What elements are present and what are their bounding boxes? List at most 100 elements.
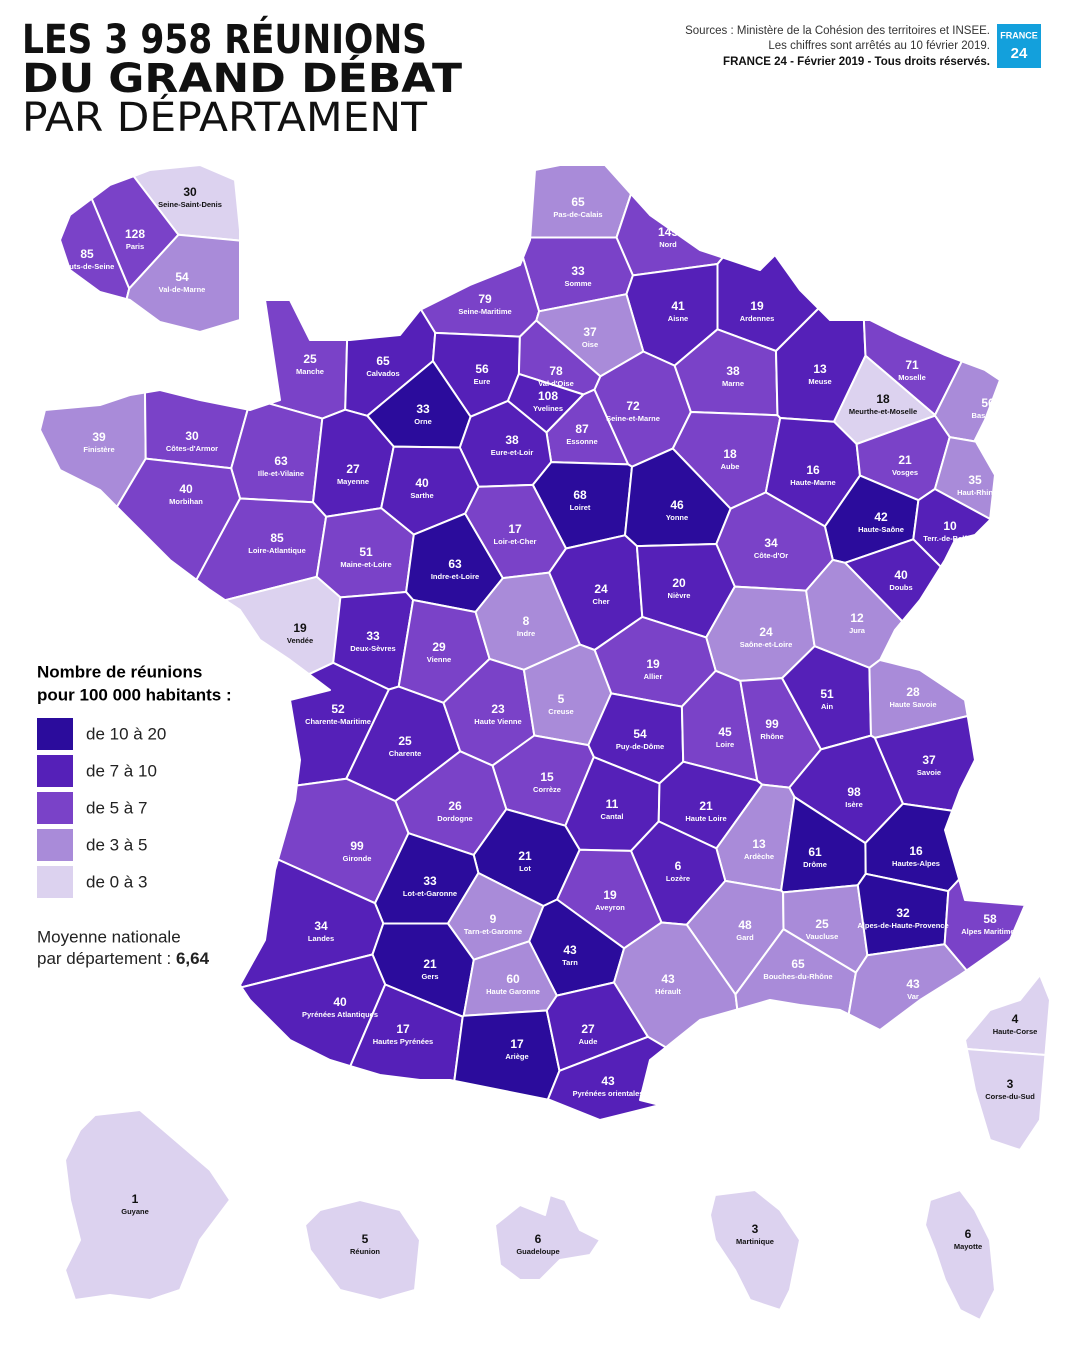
region-count: 78: [549, 364, 563, 378]
region-count: 43: [906, 977, 920, 991]
region-count: 40: [333, 995, 347, 1009]
region: [613, 921, 739, 1049]
region-count: 17: [396, 1022, 410, 1036]
region-name: Haut-Rhin: [957, 488, 993, 497]
region-name: Aisne: [668, 314, 688, 323]
region-name: Lozère: [666, 874, 690, 883]
region-count: 63: [274, 454, 288, 468]
legend-swatch: [37, 829, 73, 861]
legend-label: de 5 à 7: [86, 798, 147, 817]
average-text: Moyenne nationale: [37, 927, 181, 946]
region-name: Seine-et-Marne: [606, 414, 660, 423]
region: [125, 233, 241, 333]
region-count: 65: [376, 354, 390, 368]
region-count: 65: [791, 957, 805, 971]
region-count: 16: [806, 463, 820, 477]
region-count: 29: [432, 640, 446, 654]
legend-label: de 7 à 10: [86, 761, 157, 780]
region-count: 5: [362, 1232, 369, 1246]
region-name: Loir-et-Cher: [494, 537, 537, 546]
region-name: Tarn: [562, 958, 578, 967]
region-name: Landes: [308, 934, 334, 943]
region: [494, 1194, 601, 1281]
region-name: Indre: [517, 629, 535, 638]
region-count: 54: [175, 270, 189, 284]
region-name: Cantal: [601, 812, 624, 821]
region-name: Corrèze: [533, 785, 561, 794]
region-count: 17: [510, 1037, 524, 1051]
region-name: Marne: [722, 379, 744, 388]
region-count: 128: [125, 227, 145, 241]
legend-label: de 10 à 20: [86, 724, 166, 743]
region-name: Guyane: [121, 1207, 149, 1216]
region-name: Yonne: [666, 513, 688, 522]
region: [943, 878, 1026, 972]
region-count: 79: [478, 292, 492, 306]
region-name: Seine-Maritime: [458, 307, 511, 316]
region-name: Hauts-de-Seine: [60, 262, 115, 271]
region-name: Bouches-du-Rhône: [763, 972, 832, 981]
region-name: Martinique: [736, 1237, 774, 1246]
region-count: 85: [270, 531, 284, 545]
region-name: Nièvre: [668, 591, 691, 600]
region-count: 3: [1007, 1077, 1014, 1091]
region-count: 40: [894, 568, 908, 582]
region-count: 18: [876, 392, 890, 406]
region-count: 43: [601, 1074, 615, 1088]
region-name: Loire-Atlantique: [248, 546, 306, 555]
region-count: 9: [490, 912, 497, 926]
region-count: 30: [185, 429, 199, 443]
region-name: Val-de-Marne: [159, 285, 206, 294]
region-count: 28: [906, 685, 920, 699]
region-name: Oise: [582, 340, 598, 349]
average-text: par département : 6,64: [37, 949, 210, 968]
region-count: 33: [571, 264, 585, 278]
region-name: Haute Savoie: [889, 700, 936, 709]
region-name: Haute-Marne: [790, 478, 835, 487]
region-name: Rhône: [760, 732, 783, 741]
region-count: 52: [331, 702, 345, 716]
region-count: 20: [672, 576, 686, 590]
region-count: 8: [523, 614, 530, 628]
region: [924, 1189, 996, 1321]
region-count: 108: [538, 389, 558, 403]
region-name: Paris: [126, 242, 144, 251]
region-name: Ardèche: [744, 852, 774, 861]
region-name: Charente: [389, 749, 422, 758]
legend-swatch: [37, 755, 73, 787]
region: [230, 402, 324, 504]
region-name: Pas-de-Calais: [553, 210, 602, 219]
region-count: 1: [132, 1192, 139, 1206]
region-name: Aude: [579, 1037, 598, 1046]
region: [847, 943, 968, 1031]
region-name: Guadeloupe: [516, 1247, 559, 1256]
region: [965, 1048, 1047, 1151]
region-count: 45: [718, 725, 732, 739]
region: [546, 1035, 667, 1121]
region-count: 56: [475, 362, 489, 376]
region-count: 30: [183, 185, 197, 199]
title-part: GRAND DÉBAT: [108, 54, 462, 102]
region-count: 25: [398, 734, 412, 748]
region-count: 17: [508, 522, 522, 536]
region-count: 21: [518, 849, 532, 863]
region-count: 13: [752, 837, 766, 851]
region-count: 27: [346, 462, 360, 476]
region-count: 41: [671, 299, 685, 313]
region-name: Indre-et-Loire: [431, 572, 479, 581]
region-name: Corse-du-Sud: [985, 1092, 1035, 1101]
region-count: 16: [909, 844, 923, 858]
region-count: 99: [350, 839, 364, 853]
region-name: Eure-et-Loir: [491, 448, 534, 457]
legend: Nombre de réunions pour 100 000 habitant…: [37, 662, 232, 898]
region-name: Drôme: [803, 860, 827, 869]
region: [240, 953, 387, 1068]
region-name: Hérault: [655, 987, 681, 996]
region-count: 85: [80, 247, 94, 261]
region-count: 33: [366, 629, 380, 643]
region-count: 58: [983, 912, 997, 926]
region-count: 6: [965, 1227, 972, 1241]
region-count: 21: [699, 799, 713, 813]
region-count: 39: [92, 430, 106, 444]
